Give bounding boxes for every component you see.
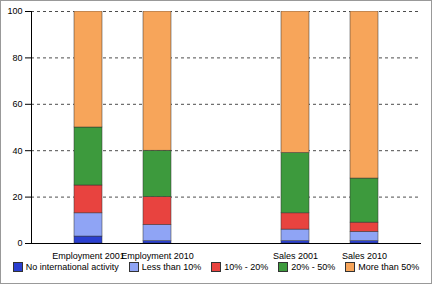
html-text:Less than 10%: Less than 10% [141,262,202,272]
svg-text:80: 80 [12,53,22,63]
html-text:More than 50%: More than 50% [358,262,420,272]
svg-text:40: 40 [12,146,22,156]
svg-text:Employment 2001: Employment 2001 [52,251,125,261]
svg-text:Sales 2010: Sales 2010 [342,251,387,261]
html-text:10% - 20%: 10% - 20% [224,262,269,272]
html-text:20% - 50%: 20% - 50% [291,262,336,272]
svg-text:Employment 2010: Employment 2010 [121,251,194,261]
svg-text:60: 60 [12,99,22,109]
svg-text:Sales 2001: Sales 2001 [273,251,318,261]
svg-text:0: 0 [17,238,22,248]
svg-text:20: 20 [12,192,22,202]
html-text:No international activity: No international activity [25,262,119,272]
svg-text:100: 100 [7,6,22,16]
